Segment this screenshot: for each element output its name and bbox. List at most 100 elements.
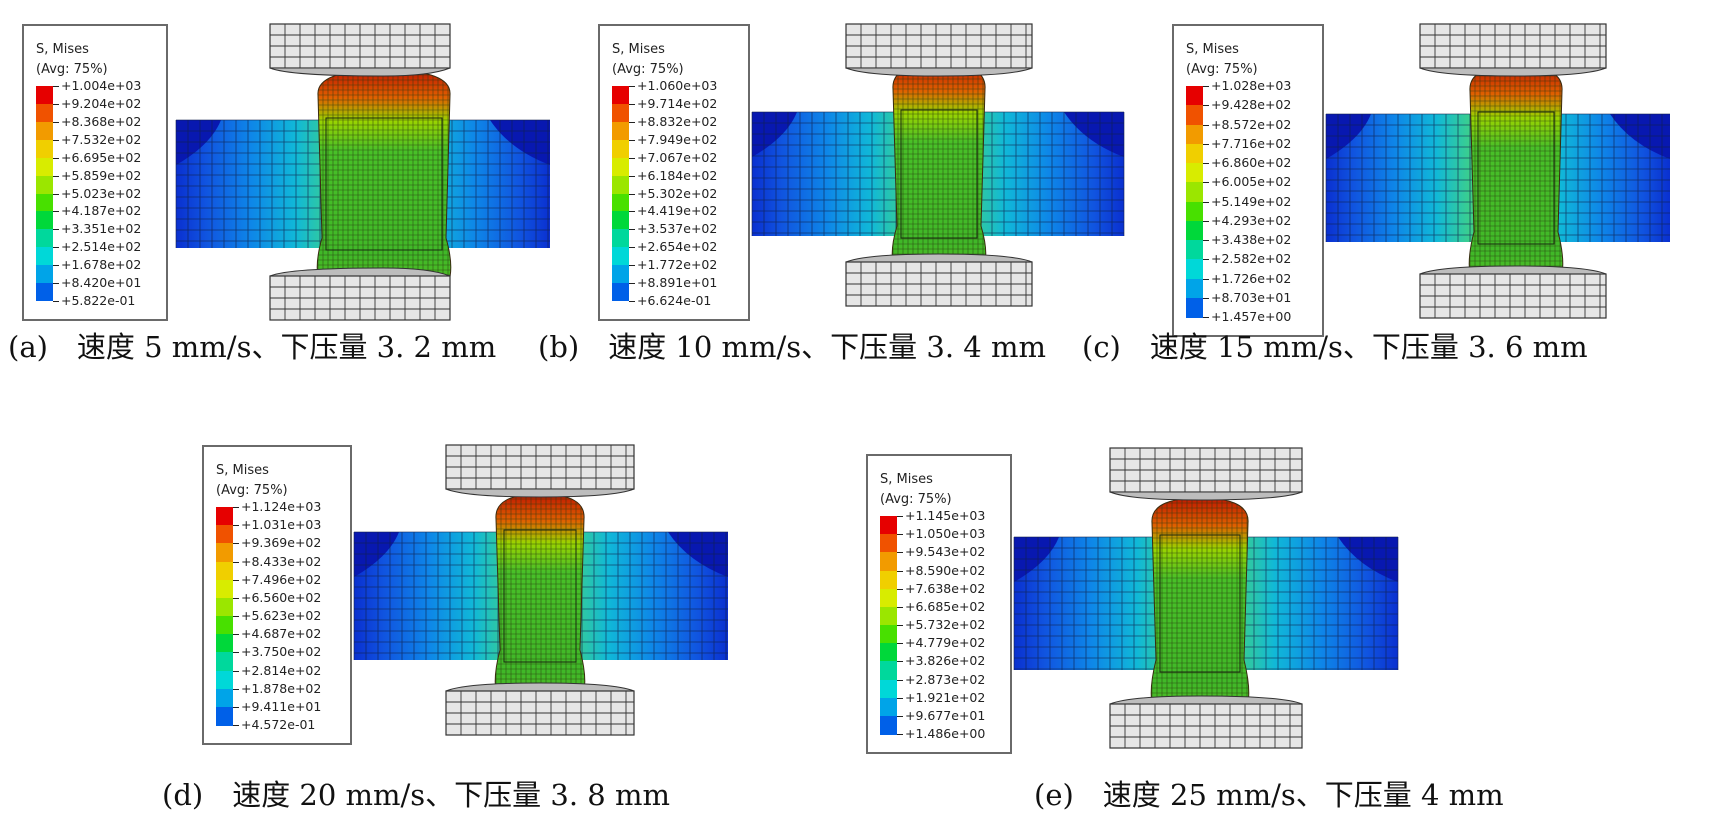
legend-tick bbox=[53, 157, 59, 159]
legend-swatch bbox=[880, 643, 897, 663]
top-die bbox=[1109, 447, 1303, 501]
legend-value: +4.572e-01 bbox=[241, 717, 316, 732]
legend-tick bbox=[233, 507, 239, 508]
legend-value: +1.726e+02 bbox=[1211, 270, 1292, 286]
legend-value: +8.572e+02 bbox=[1211, 116, 1292, 132]
legend-tick bbox=[629, 121, 635, 123]
legend-value: +1.921e+02 bbox=[905, 689, 986, 705]
legend-value: +9.428e+02 bbox=[1211, 97, 1292, 113]
legend-tick bbox=[233, 725, 239, 726]
legend-tick bbox=[629, 247, 635, 249]
legend-swatch bbox=[216, 561, 233, 581]
caption-c: (c) 速度 15 mm/s、下压量 3. 6 mm bbox=[1082, 330, 1588, 364]
caption-a: (a) 速度 5 mm/s、下压量 3. 2 mm bbox=[8, 330, 497, 364]
legend-swatch bbox=[612, 229, 629, 248]
legend-value: +2.514e+02 bbox=[61, 239, 142, 255]
legend-swatch bbox=[1186, 240, 1203, 260]
legend-swatch bbox=[880, 661, 897, 681]
legend-swatch bbox=[36, 121, 53, 140]
legend-value: +5.623e+02 bbox=[241, 608, 322, 623]
legend-tick bbox=[233, 688, 239, 690]
legend-swatch bbox=[880, 516, 897, 535]
legend-value: +4.687e+02 bbox=[241, 626, 322, 642]
legend-value: +4.187e+02 bbox=[61, 203, 142, 219]
legend-tick bbox=[897, 534, 903, 536]
legend-tick bbox=[53, 265, 59, 267]
legend-tick bbox=[897, 625, 903, 626]
legend-value: +8.433e+02 bbox=[241, 553, 322, 569]
legend-swatch bbox=[36, 157, 53, 176]
legend-swatch bbox=[880, 679, 897, 699]
legend-swatch bbox=[1186, 163, 1203, 183]
legend-value: +1.060e+03 bbox=[637, 78, 718, 93]
legend-tick bbox=[53, 229, 59, 231]
bottom-die bbox=[445, 682, 635, 736]
legend-tick bbox=[1203, 240, 1209, 241]
legend-value: +5.023e+02 bbox=[61, 185, 142, 201]
legend-value: +8.832e+02 bbox=[637, 113, 718, 129]
legend-swatch bbox=[612, 121, 629, 140]
legend-tick bbox=[897, 643, 903, 645]
legend-value: +4.419e+02 bbox=[637, 203, 718, 219]
legend-value: +3.351e+02 bbox=[61, 221, 142, 237]
legend-value: +2.873e+02 bbox=[905, 671, 986, 687]
legend-tick bbox=[233, 561, 239, 563]
caption-d: (d) 速度 20 mm/s、下压量 3. 8 mm bbox=[162, 778, 670, 812]
legend-swatch bbox=[612, 247, 629, 266]
caption-b: (b) 速度 10 mm/s、下压量 3. 4 mm bbox=[538, 330, 1046, 364]
legend-value: +9.204e+02 bbox=[61, 95, 142, 111]
legend-tick bbox=[1203, 143, 1209, 145]
legend-swatch bbox=[36, 283, 53, 302]
legend-swatch bbox=[216, 616, 233, 635]
legend-tick bbox=[629, 283, 635, 285]
legend-swatch bbox=[36, 211, 53, 230]
legend-value: +3.438e+02 bbox=[1211, 232, 1292, 247]
legend-tick bbox=[233, 597, 239, 599]
legend-subtitle: (Avg: 75%) bbox=[36, 62, 108, 77]
legend-value: +6.685e+02 bbox=[905, 598, 986, 614]
legend-swatch bbox=[880, 697, 897, 717]
top-die bbox=[1419, 23, 1607, 77]
legend-value: +8.590e+02 bbox=[905, 562, 986, 578]
bottom-die bbox=[845, 253, 1033, 307]
legend-value: +9.411e+01 bbox=[241, 698, 322, 714]
bottom-die bbox=[1109, 695, 1303, 749]
legend-value: +1.124e+03 bbox=[241, 499, 322, 514]
legend-swatch bbox=[612, 139, 629, 158]
legend-value: +8.368e+02 bbox=[61, 113, 142, 129]
bottom-die bbox=[1419, 265, 1607, 319]
legend-value: +6.624e-01 bbox=[637, 293, 712, 308]
top-die bbox=[445, 444, 635, 498]
legend-value: +5.302e+02 bbox=[637, 185, 718, 201]
legend-swatch bbox=[880, 606, 897, 626]
legend-swatch bbox=[216, 706, 233, 726]
bottom-die bbox=[269, 267, 451, 321]
legend-value: +2.654e+02 bbox=[637, 239, 718, 255]
legend-tick bbox=[53, 103, 59, 105]
legend-tick bbox=[897, 606, 903, 608]
legend-value: +1.772e+02 bbox=[637, 257, 718, 273]
legend-tick bbox=[233, 579, 239, 581]
legend-swatch bbox=[36, 247, 53, 266]
legend-value: +8.420e+01 bbox=[61, 275, 142, 291]
legend-tick bbox=[629, 301, 635, 302]
legend-tick bbox=[1203, 105, 1209, 107]
legend-value: +7.532e+02 bbox=[61, 131, 142, 147]
legend-title: S, Mises bbox=[612, 42, 665, 57]
legend-swatch bbox=[612, 193, 629, 212]
legend-swatch bbox=[880, 715, 897, 735]
legend-value: +8.703e+01 bbox=[1211, 289, 1292, 305]
stress-legend: S, Mises (Avg: 75%) +1.145e+03 +1.050e+03 +9… bbox=[866, 454, 1012, 754]
legend-tick bbox=[233, 616, 239, 617]
legend-tick bbox=[53, 175, 59, 177]
legend-tick bbox=[629, 229, 635, 231]
legend-value: +1.145e+03 bbox=[905, 508, 986, 523]
legend-tick bbox=[1203, 86, 1209, 87]
legend-tick bbox=[897, 661, 903, 663]
legend-swatch bbox=[216, 670, 233, 690]
legend-value: +5.859e+02 bbox=[61, 167, 142, 183]
